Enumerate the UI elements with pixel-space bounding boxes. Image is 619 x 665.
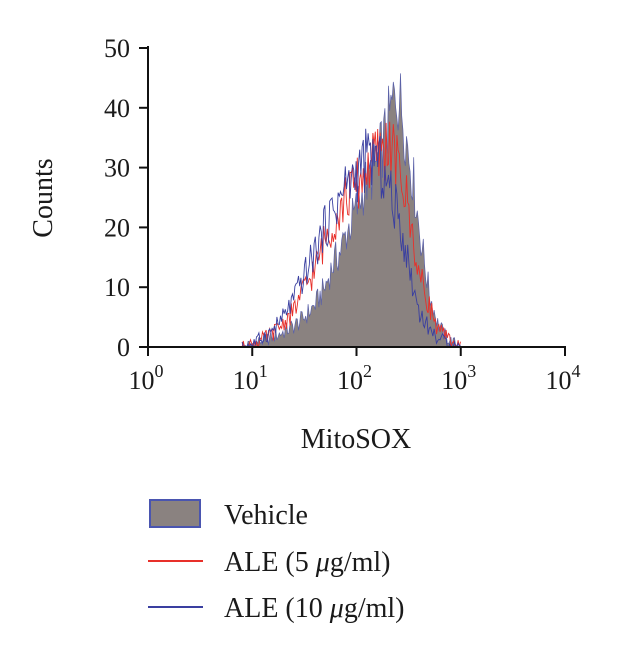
x-tick-base-0: 10	[129, 366, 155, 395]
x-tick-exponent-2: 2	[363, 361, 372, 381]
y-tick-label-0: 0	[117, 333, 130, 362]
y-tick-label-40: 40	[104, 94, 130, 123]
legend-label-ale-5: ALE (5 μg/ml)	[224, 547, 391, 578]
legend-label-vehicle: Vehicle	[224, 500, 308, 531]
x-tick-base-3: 10	[441, 366, 467, 395]
x-axis-title: MitoSOX	[301, 424, 411, 455]
x-tick-exponent-4: 4	[572, 361, 581, 381]
y-tick-label-20: 20	[104, 213, 130, 242]
y-tick-label-10: 10	[104, 273, 130, 302]
x-tick-base-2: 10	[337, 366, 363, 395]
legend-label-ale-10: ALE (10 μg/ml)	[224, 593, 405, 624]
x-tick-exponent-0: 0	[155, 361, 164, 381]
y-axis-title: Counts	[28, 158, 59, 237]
legend-label-ale-5-mu: μ	[315, 547, 330, 578]
axes-layer	[139, 46, 566, 356]
legend-label-ale-5-suffix: g/ml)	[330, 547, 391, 578]
x-tick-base-1: 10	[233, 366, 259, 395]
series-ale-10-g-ml-line	[241, 128, 461, 349]
x-tick-base-4: 10	[546, 366, 572, 395]
legend-label-ale-10-mu: μ	[329, 593, 344, 624]
series-layer	[241, 73, 461, 349]
legend-label-ale-5-prefix: ALE (5	[224, 547, 316, 578]
legend-label-ale-10-prefix: ALE (10	[224, 593, 330, 624]
series-vehicle-area	[241, 73, 461, 349]
x-tick-exponent-3: 3	[467, 361, 476, 381]
x-tick-label-3: 103	[441, 361, 476, 395]
legend: Vehicle ALE (5 μg/ml) ALE (10 μg/ml)	[148, 499, 405, 624]
legend-label-ale-10-suffix: g/ml)	[344, 593, 405, 624]
x-tick-label-2: 102	[337, 361, 372, 395]
x-tick-label-1: 101	[233, 361, 268, 395]
y-tick-label-30: 30	[104, 154, 130, 183]
legend-swatch-vehicle	[149, 499, 201, 528]
x-tick-label-0: 100	[129, 361, 164, 395]
x-tick-exponent-1: 1	[259, 361, 268, 381]
y-tick-label-50: 50	[104, 34, 130, 63]
x-tick-label-4: 104	[546, 361, 581, 395]
